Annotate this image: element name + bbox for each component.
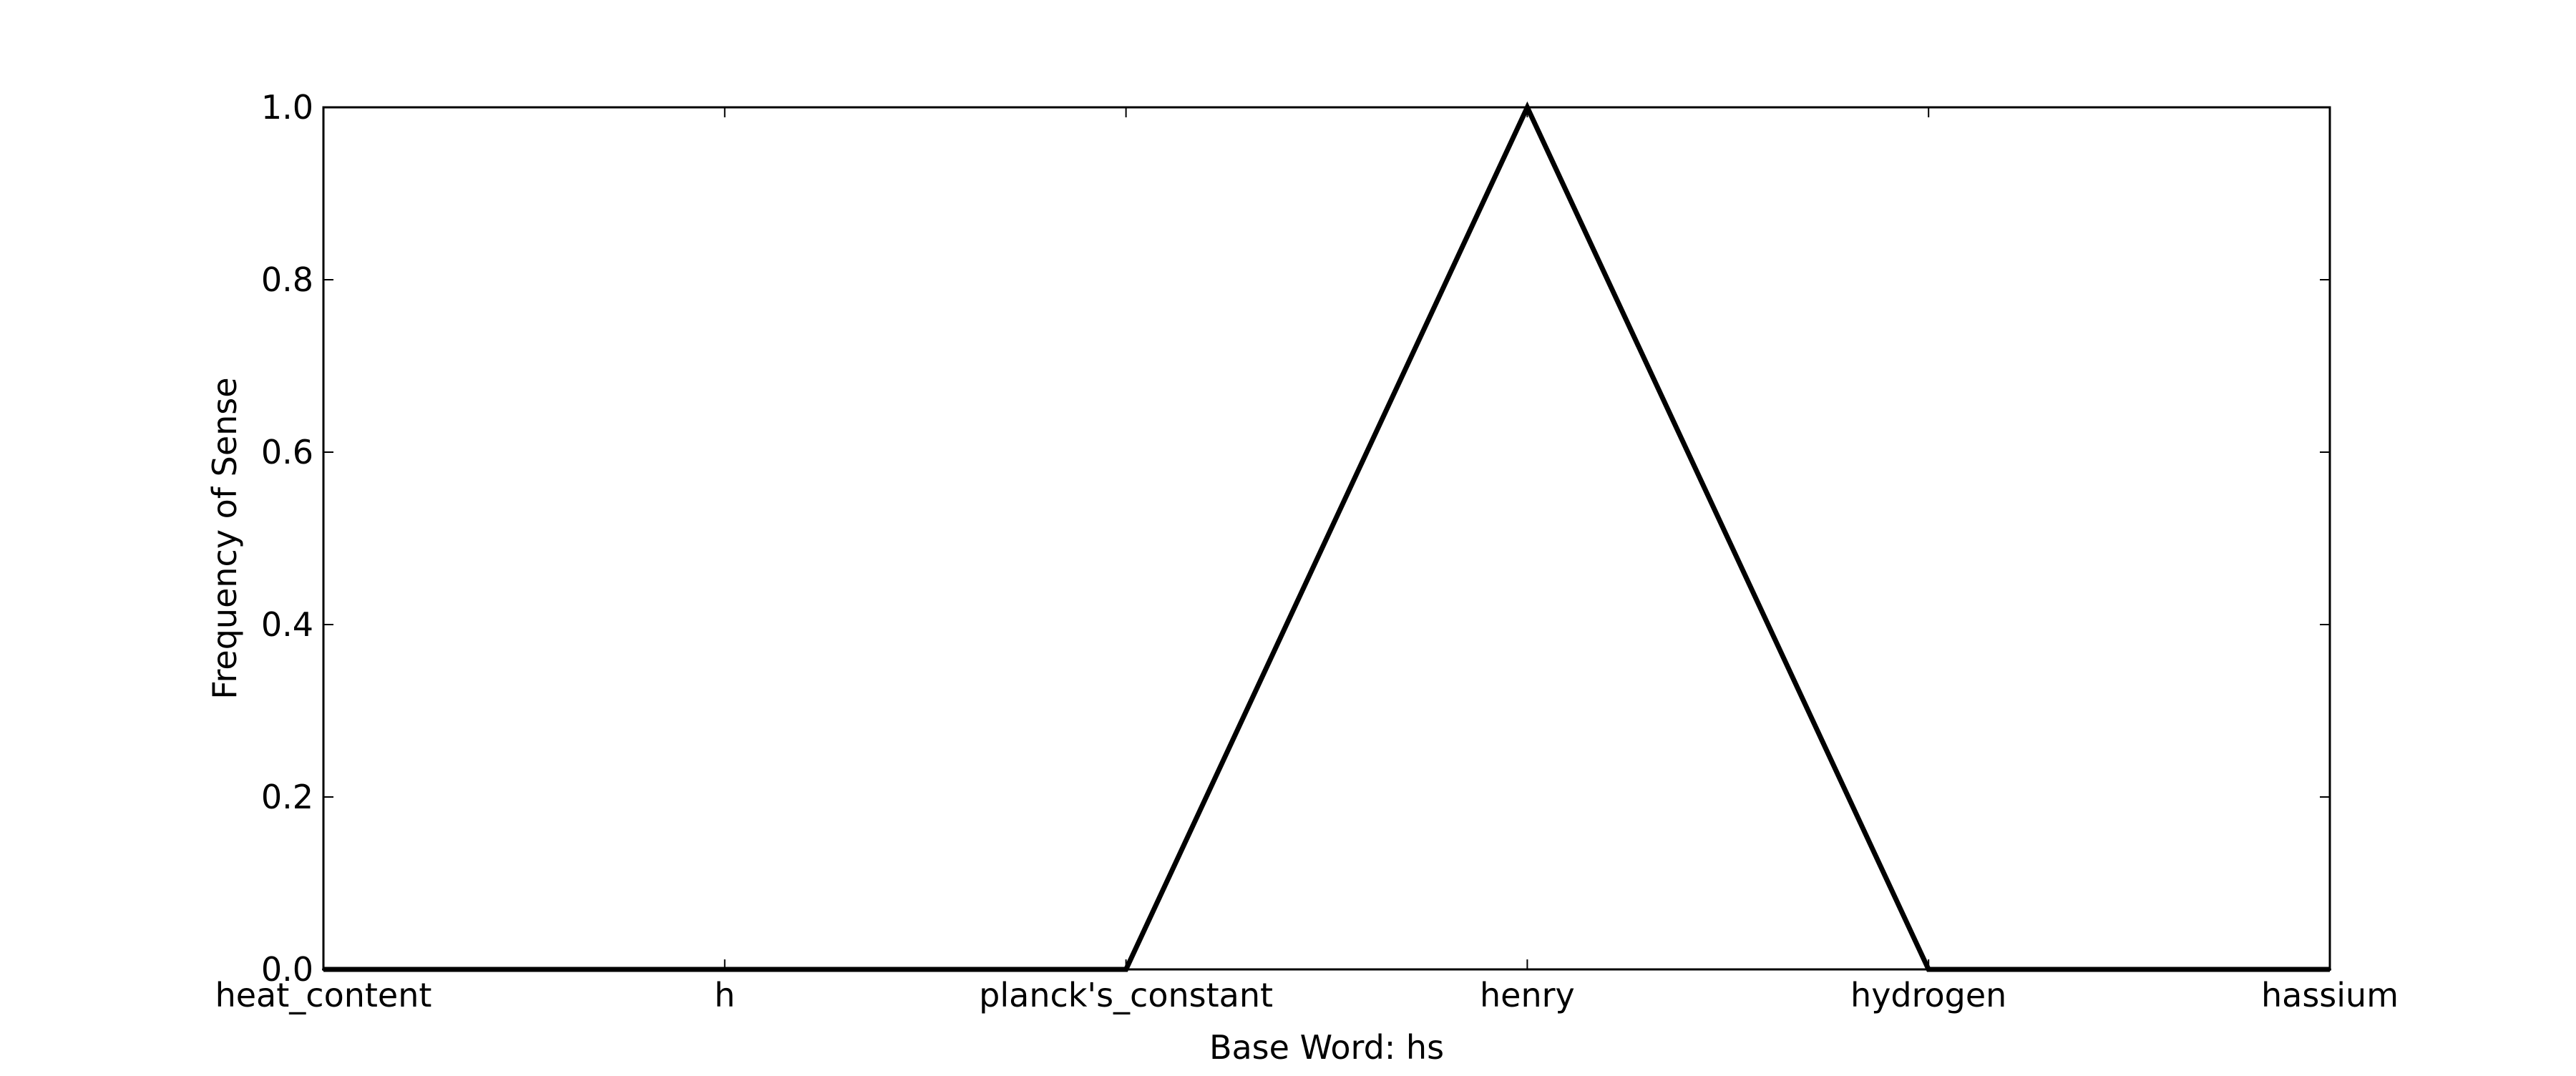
x-tick-label: henry: [1480, 976, 1575, 1014]
x-tick-label: h: [714, 976, 735, 1014]
y-axis-title: Frequency of Sense: [205, 377, 244, 699]
plot-frame: [322, 106, 2331, 971]
x-tick-label: heat_content: [215, 976, 432, 1014]
y-tick-label: 0.2: [261, 778, 313, 816]
x-tick-label: hassium: [2261, 976, 2399, 1014]
y-tick-label: 0.6: [261, 433, 313, 471]
y-tick-label: 0.4: [261, 605, 313, 644]
y-tick-label: 1.0: [261, 88, 313, 127]
tick-labels: heat_content h planck's_constant henry hydro…: [215, 88, 2399, 1014]
x-tick-label: hydrogen: [1850, 976, 2006, 1014]
x-tick-label: planck's_constant: [979, 976, 1273, 1014]
y-tick-label: 0.0: [261, 950, 313, 989]
y-tick-label: 0.8: [261, 260, 313, 299]
x-axis-title: Base Word: hs: [1209, 1028, 1444, 1067]
